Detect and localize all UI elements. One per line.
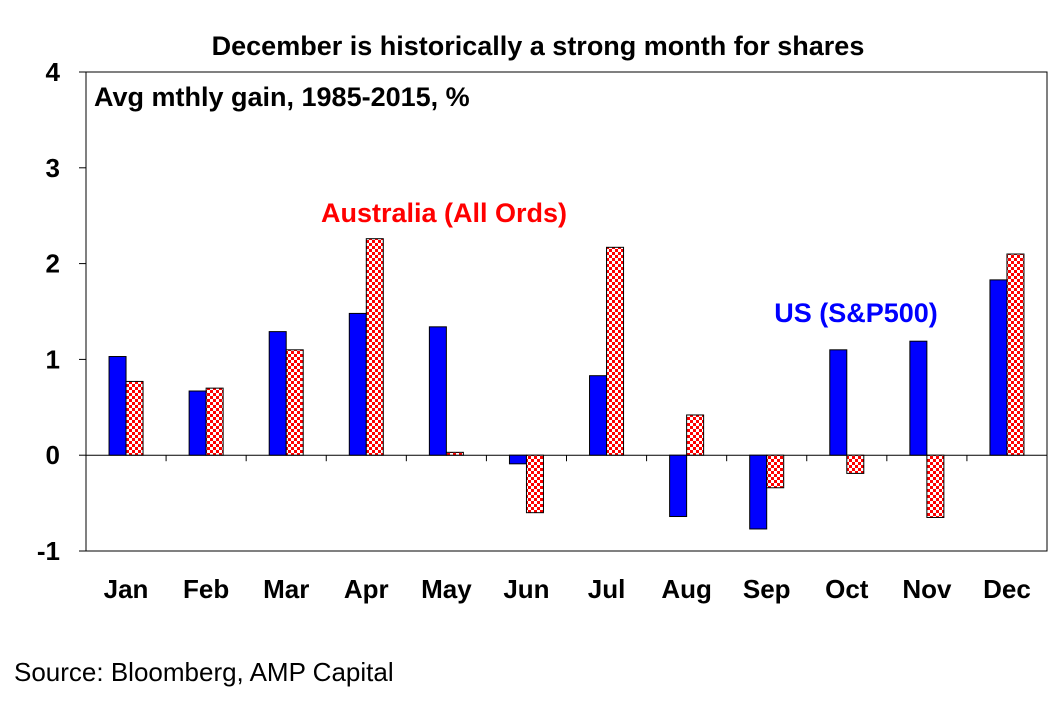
y-tick-label: 4 <box>46 57 61 87</box>
bar-us-jan <box>108 356 127 456</box>
bar-us-oct <box>829 349 848 456</box>
bar-australia-may <box>445 451 464 456</box>
y-tick-label: 0 <box>46 440 60 470</box>
bar-us-feb <box>188 390 207 456</box>
x-tick-label: Aug <box>661 574 712 604</box>
bar-us-jun <box>508 454 527 465</box>
bar-us-may <box>428 326 447 456</box>
x-tick-label: Jan <box>104 574 149 604</box>
x-tick-label: Jul <box>588 574 626 604</box>
source-note: Source: Bloomberg, AMP Capital <box>14 657 394 687</box>
y-tick-label: -1 <box>37 536 60 566</box>
y-tick-label: 2 <box>46 249 60 279</box>
x-tick-label: Nov <box>902 574 952 604</box>
series-label-us: US (S&P500) <box>774 298 938 328</box>
x-axis: Jan Feb Mar Apr May Jun Jul Aug Sep Oct Nov Dec <box>104 574 1031 604</box>
chart-title: December is historically a strong month … <box>212 31 865 61</box>
x-tick-label: Jun <box>503 574 549 604</box>
bar-us-jul <box>589 375 608 456</box>
bar-us-mar <box>268 331 287 456</box>
y-axis: -1 0 1 2 3 4 <box>37 57 86 566</box>
x-tick-label: Sep <box>743 574 791 604</box>
bar-us-nov <box>909 340 928 456</box>
chart-subtitle: Avg mthly gain, 1985-2015, % <box>94 82 470 112</box>
bar-australia-jul <box>606 246 625 456</box>
bar-australia-jan <box>125 380 144 456</box>
series-label-australia: Australia (All Ords) <box>321 198 567 228</box>
x-tick-label: Feb <box>183 574 229 604</box>
x-tick-label: May <box>421 574 472 604</box>
bar-us-apr <box>348 312 367 456</box>
bar-australia-sep <box>766 454 785 489</box>
x-tick-label: Apr <box>344 574 389 604</box>
y-tick-label: 1 <box>46 344 60 374</box>
bar-australia-oct <box>846 454 865 474</box>
bar-australia-mar <box>285 349 304 456</box>
bar-australia-aug <box>686 414 705 456</box>
x-tick-label: Dec <box>983 574 1031 604</box>
zero-line <box>86 454 1047 462</box>
bar-australia-nov <box>926 454 945 518</box>
bar-us-dec <box>989 279 1008 456</box>
bar-us-sep <box>749 454 768 530</box>
y-tick-label: 3 <box>46 153 60 183</box>
bar-australia-jun <box>525 454 544 514</box>
x-tick-label: Oct <box>825 574 869 604</box>
bars <box>108 238 1025 530</box>
bar-australia-feb <box>205 387 224 456</box>
bar-us-aug <box>669 454 688 518</box>
bar-australia-apr <box>365 238 384 456</box>
x-tick-label: Mar <box>263 574 309 604</box>
plot-area <box>85 71 1048 552</box>
bar-australia-dec <box>1006 253 1025 456</box>
